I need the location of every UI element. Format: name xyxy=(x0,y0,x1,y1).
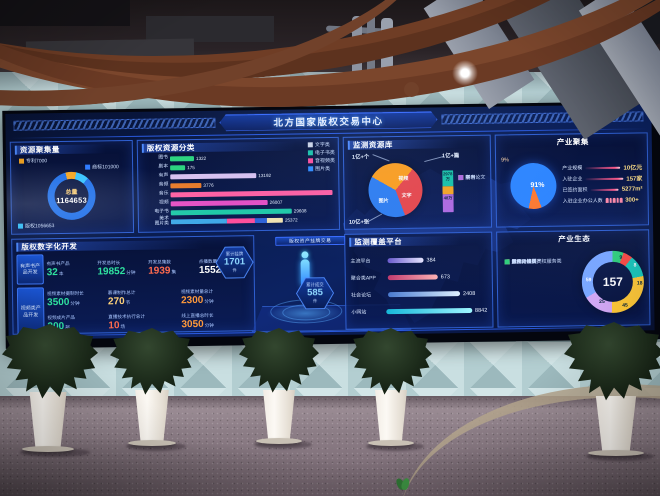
plant-pot xyxy=(375,390,407,444)
stat-cell: 视频素材摄制时长 3500分钟 xyxy=(46,290,84,308)
legend-item: 电子书类 xyxy=(307,149,335,156)
bar-chart-legend: 文字类 电子书类 音视频类 图片类 xyxy=(307,141,335,172)
industry-stat-rows: 产业规模 10亿元 入驻企业 157家 已签约面积 5277m² 入驻企业办公人数 3… xyxy=(562,161,643,206)
plant-pot xyxy=(595,396,637,454)
plant-saucer xyxy=(128,440,176,446)
pie-callout: 1亿+个 xyxy=(351,154,370,161)
panel-industry-ecology: 产业生态 文化传媒类 国内外出版类 数字科技类 版权、知识产权服务类 影视动漫类… xyxy=(496,229,651,328)
panel-monitor-platforms: 监测覆盖平台 主流平台 384 聚合类APP 673 社会论坛 2408 小网站 884… xyxy=(344,231,494,330)
bar-row: 主流平台 384 xyxy=(350,256,436,265)
plant-saucer xyxy=(588,450,644,456)
bar-row: 小网站 8842 xyxy=(351,307,488,316)
panel-title: 监测覆盖平台 xyxy=(349,235,488,247)
legend-item: 期刊 xyxy=(458,174,475,181)
pie-callout: 10亿+张 xyxy=(348,219,370,226)
ceiling-vent xyxy=(25,38,195,60)
people-icons xyxy=(605,197,623,204)
screen-header: 北方国家版权交易中心 xyxy=(5,106,651,136)
title-banner: 北方国家版权交易中心 xyxy=(219,111,437,131)
pie-callout: 1亿+篇 xyxy=(441,153,460,160)
bar-row: 聚合类APP 673 xyxy=(350,273,451,282)
stat-cell: 开发总集数 1939集 xyxy=(147,258,177,277)
legend-item: 版权1056653 xyxy=(17,222,54,230)
bar-row: 美术 图片类 25372 xyxy=(154,216,298,227)
plant-saucer xyxy=(22,446,74,452)
donut-center-value: 157 xyxy=(602,274,623,290)
pie-chart-industry: 91% 9% xyxy=(501,157,557,210)
plant-pot xyxy=(29,392,67,450)
stat-cell: 直播技术执行总计 10场 xyxy=(108,313,146,331)
tab-audiobook-dev: 有声书产品开发 xyxy=(16,254,44,285)
floor xyxy=(0,359,660,496)
legend-item: 其他 xyxy=(504,258,522,265)
panel-digital-development: 版权数字化开发 有声书产品开发 有声书产品 32本 开发总时长 19852分钟 开发… xyxy=(11,235,256,337)
legend-item: 音视频类 xyxy=(307,157,335,164)
panel-monitor-library: 监测资源库 1亿+个 1亿+篇 10亿+张 视频 文字 图片 2978万 48万 xyxy=(342,134,493,230)
donut-center-label: 总量 xyxy=(65,189,78,196)
pipe xyxy=(325,25,423,37)
stat-cell: 视频素材量总计 2300分钟 xyxy=(180,288,214,306)
dashboard-screen: 北方国家版权交易中心 资源聚集量 专利7000 商标101000 版权10566… xyxy=(5,104,655,340)
plant-pot xyxy=(135,390,169,444)
page-title: 北方国家版权交易中心 xyxy=(273,116,384,129)
header-hatch-right xyxy=(441,111,644,125)
header-hatch-left xyxy=(13,117,216,131)
legend-item: 专利7000 xyxy=(18,157,47,165)
bar-row: 社会论坛 2408 xyxy=(351,290,476,299)
legend-swatch xyxy=(17,223,24,229)
plant-saucer xyxy=(368,440,414,446)
plant-saucer xyxy=(256,438,302,444)
stacked-bar xyxy=(170,217,283,225)
bar-chart-rows: 图书 1322 剧本 175 有声 13192 音频 3776 音乐 视频 26007 电… xyxy=(142,152,335,227)
panel-title: 产业生态 xyxy=(558,234,591,244)
led-screen-bezel: 北方国家版权交易中心 资源聚集量 专利7000 商标101000 版权10566… xyxy=(2,101,660,349)
plant-pot xyxy=(263,390,295,442)
stat-cell: 线上直播总时长 3050分钟 xyxy=(181,312,214,330)
stat-cell: 慕课制作总计 270节 xyxy=(107,289,136,307)
stat-cell: 有声书产品 32本 xyxy=(46,260,70,278)
pie-chart-monitor: 视频 文字 图片 xyxy=(368,162,423,218)
stat-row: 入驻企业办公人数 300+ xyxy=(562,196,639,205)
legend-item: 商标101000 xyxy=(85,163,119,171)
panel-title: 版权资源分类 xyxy=(141,140,334,153)
donut-center-value: 1164653 xyxy=(56,195,88,206)
panel-title: 版权数字化开发 xyxy=(16,239,250,252)
legend-item: 图片类 xyxy=(308,165,335,172)
panel-copyright-classification: 版权资源分类 文字类 电子书类 音视频类 图片类 图书 1322 剧本 175 有声… xyxy=(136,136,341,233)
mini-stacked-bar: 2978万 48万 xyxy=(442,170,454,213)
platform-bar-rows: 主流平台 384 聚合类APP 673 社会论坛 2408 小网站 8842 xyxy=(350,251,488,321)
audiobook-row: 有声书产品开发 有声书产品 32本 开发总时长 19852分钟 开发总集数 1939集… xyxy=(16,251,249,285)
legend-swatch xyxy=(85,164,91,170)
ceiling-vent xyxy=(146,16,274,42)
ceiling-dark-corner xyxy=(0,0,130,26)
small-green-object xyxy=(394,477,412,492)
legend-item: 文字类 xyxy=(307,141,335,148)
legend-swatch xyxy=(18,158,25,164)
panel-title: 监测资源库 xyxy=(347,138,486,150)
panel-resource-aggregation: 资源聚集量 专利7000 商标101000 版权1056653 总量 1164 xyxy=(9,139,135,235)
air-duct xyxy=(586,0,660,64)
panel-industry-aggregation: 产业聚集 91% 9% 产业规模 10亿元 入驻企业 157家 已签约面积 5277m… xyxy=(494,132,650,228)
panel-title: 资源聚集量 xyxy=(14,144,128,155)
panel-title: 产业聚集 xyxy=(556,137,589,147)
donut-chart-resource-total: 总量 1164653 xyxy=(47,171,96,221)
ceiling-background xyxy=(0,0,660,72)
stat-cell: 开发总时长 19852分钟 xyxy=(97,259,136,277)
